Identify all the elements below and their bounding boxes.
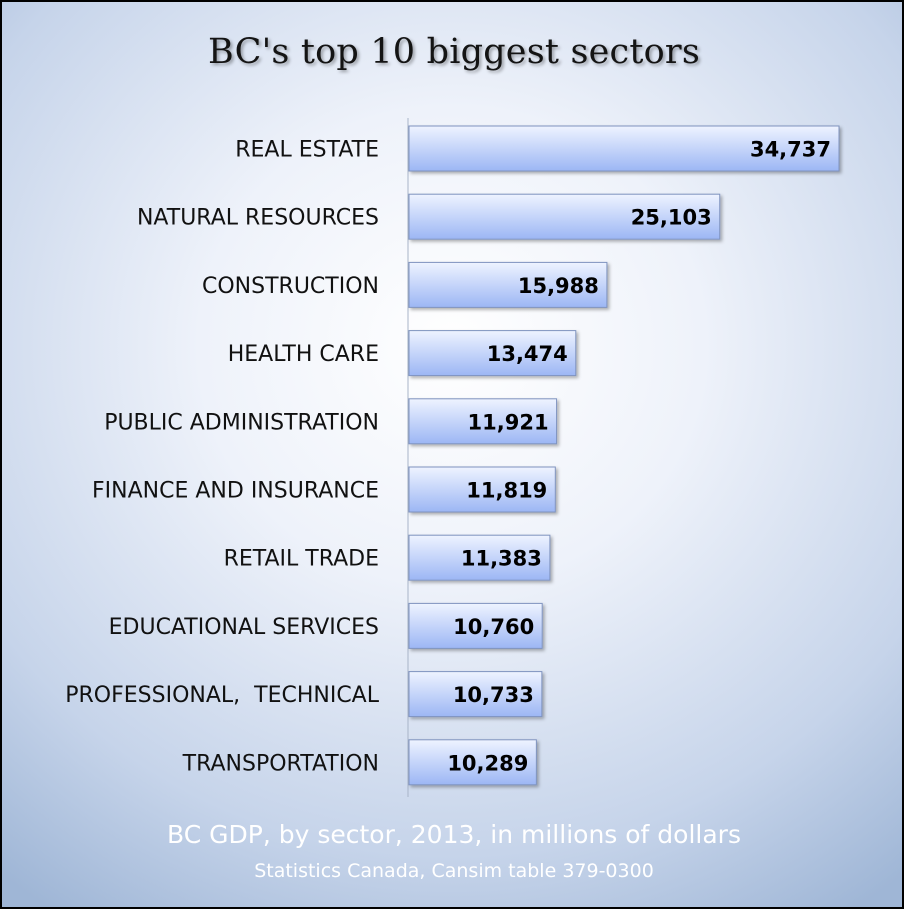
bar: [408, 534, 551, 581]
bars-group: REAL ESTATE 34,737 NATURAL RESOURCES 25,103…: [65, 125, 840, 786]
category-label: EDUCATIONAL SERVICES: [109, 615, 379, 640]
bar: [408, 602, 543, 649]
category-label: CONSTRUCTION: [202, 274, 379, 299]
bar: [408, 739, 537, 786]
category-label: REAL ESTATE: [235, 138, 379, 163]
value-label: 15,988: [518, 274, 599, 298]
category-label: FINANCE AND INSURANCE: [92, 479, 379, 504]
bar: [408, 398, 558, 445]
bar: [408, 125, 840, 172]
value-label: 10,760: [453, 615, 534, 639]
value-label: 25,103: [631, 206, 712, 230]
category-label: HEALTH CARE: [228, 342, 379, 367]
value-label: 11,819: [466, 479, 547, 503]
value-label: 10,733: [453, 683, 534, 707]
chart-title: BC's top 10 biggest sectors: [208, 32, 700, 72]
category-label: RETAIL TRADE: [224, 547, 379, 572]
bar: [408, 330, 577, 377]
value-label: 10,289: [447, 751, 528, 775]
value-label: 13,474: [487, 342, 568, 366]
category-label: NATURAL RESOURCES: [137, 206, 379, 231]
value-label: 34,737: [750, 138, 831, 162]
category-label: TRANSPORTATION: [182, 751, 379, 776]
value-label: 11,383: [461, 547, 542, 571]
bar: [408, 671, 543, 718]
bar: [408, 261, 608, 308]
category-label: PUBLIC ADMINISTRATION: [104, 410, 379, 435]
value-label: 11,921: [468, 410, 549, 434]
chart-source: Statistics Canada, Cansim table 379-0300: [254, 860, 654, 882]
bar: [408, 466, 556, 513]
bar: [408, 193, 721, 240]
chart-subtitle: BC GDP, by sector, 2013, in millions of …: [167, 820, 741, 849]
category-label: PROFESSIONAL, TECHNICAL: [65, 683, 380, 708]
